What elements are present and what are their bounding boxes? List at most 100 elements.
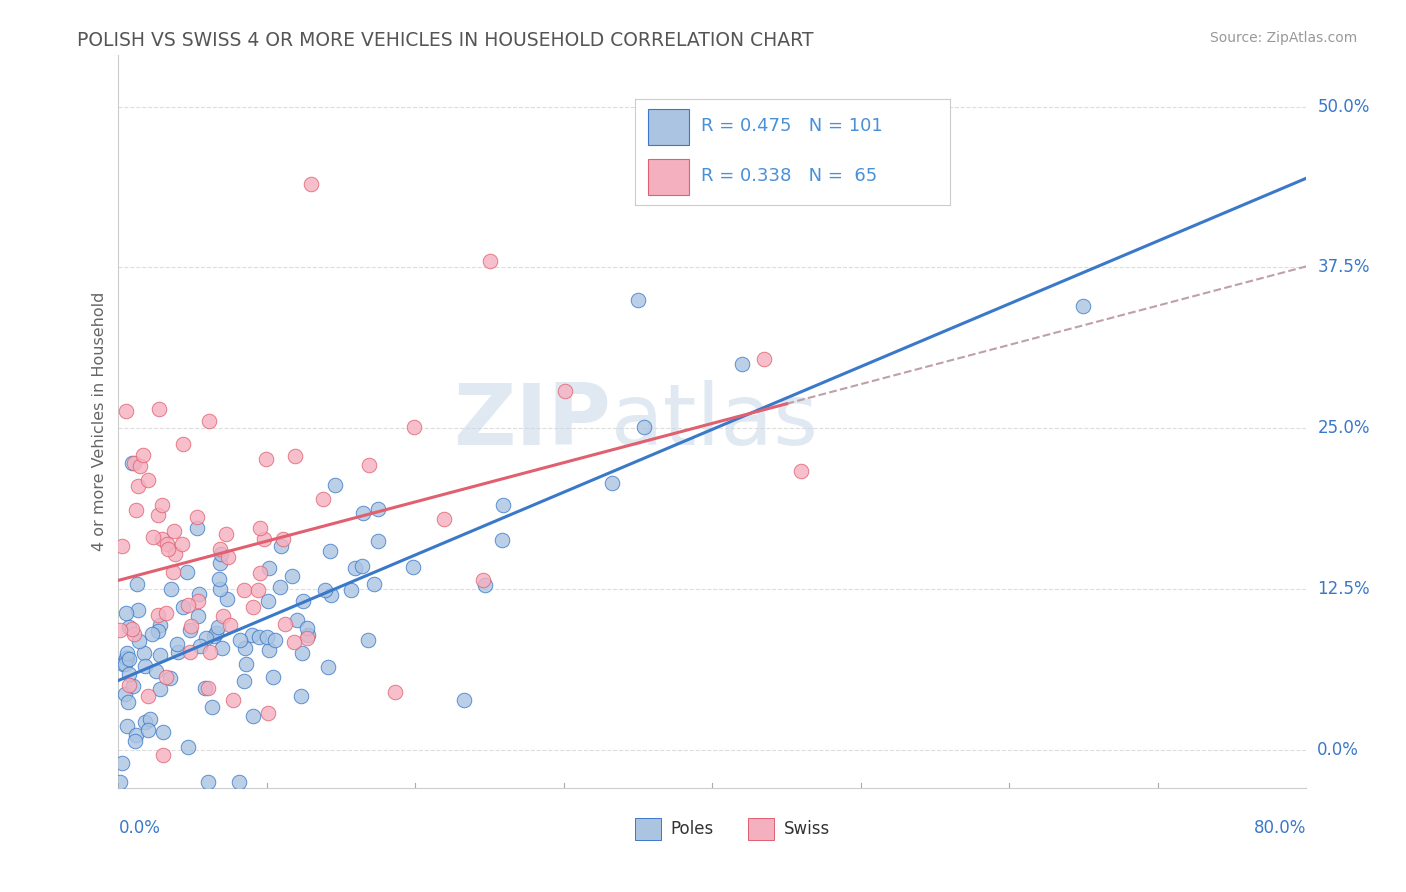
Point: [115, 606, 138, 620]
Point: [229, 633, 252, 648]
Point: [323, 478, 346, 492]
Point: [172, 599, 194, 614]
Text: 80.0%: 80.0%: [1254, 819, 1306, 837]
Point: [249, 521, 271, 535]
Point: [311, 491, 333, 506]
Point: [115, 651, 138, 665]
Point: [148, 402, 170, 417]
Point: [627, 293, 650, 307]
Text: 50.0%: 50.0%: [1317, 97, 1369, 116]
Point: [122, 679, 145, 693]
Point: [117, 695, 139, 709]
Text: 0.0%: 0.0%: [118, 819, 160, 837]
Point: [219, 618, 242, 632]
Point: [262, 670, 284, 684]
Point: [319, 544, 342, 558]
Point: [221, 693, 243, 707]
Point: [118, 678, 141, 692]
Point: [145, 664, 167, 678]
Text: ZIP: ZIP: [454, 380, 612, 463]
Point: [233, 582, 256, 597]
Bar: [748, 818, 775, 839]
Point: [124, 728, 146, 742]
Point: [314, 583, 336, 598]
Point: [491, 533, 513, 547]
Point: [156, 537, 179, 551]
Point: [150, 533, 173, 547]
Point: [211, 641, 233, 656]
Point: [269, 580, 291, 594]
Point: [281, 568, 304, 582]
Point: [114, 657, 136, 672]
Point: [127, 603, 149, 617]
Text: POLISH VS SWISS 4 OR MORE VEHICLES IN HOUSEHOLD CORRELATION CHART: POLISH VS SWISS 4 OR MORE VEHICLES IN HO…: [77, 31, 814, 50]
Text: 25.0%: 25.0%: [1317, 419, 1369, 437]
Point: [176, 565, 198, 579]
Point: [134, 714, 156, 729]
Point: [142, 530, 165, 544]
Point: [367, 534, 389, 549]
Point: [295, 621, 318, 635]
Text: Source: ZipAtlas.com: Source: ZipAtlas.com: [1209, 31, 1357, 45]
Point: [134, 659, 156, 673]
Point: [114, 650, 136, 665]
Point: [150, 498, 173, 512]
Point: [139, 712, 162, 726]
Point: [202, 629, 225, 643]
Point: [367, 501, 389, 516]
Point: [132, 448, 155, 462]
Point: [731, 357, 754, 371]
Point: [136, 473, 159, 487]
Point: [254, 451, 277, 466]
Point: [146, 508, 169, 522]
Point: [115, 719, 138, 733]
Point: [125, 577, 148, 591]
Point: [108, 623, 131, 637]
Point: [127, 479, 149, 493]
Point: [474, 578, 496, 592]
Point: [149, 648, 172, 663]
Point: [256, 593, 278, 607]
Point: [194, 632, 217, 646]
Point: [111, 756, 134, 771]
Point: [402, 559, 425, 574]
Point: [118, 667, 141, 681]
Point: [141, 627, 163, 641]
Point: [271, 533, 294, 547]
Point: [201, 700, 224, 714]
Point: [257, 643, 280, 657]
Point: [165, 548, 187, 562]
Point: [155, 669, 177, 683]
Point: [790, 464, 813, 478]
Point: [110, 775, 132, 789]
Point: [291, 646, 314, 660]
Point: [404, 420, 426, 434]
Point: [257, 706, 280, 720]
Point: [274, 617, 297, 632]
Point: [193, 681, 215, 695]
Point: [318, 660, 340, 674]
Point: [633, 420, 655, 434]
Text: 0.0%: 0.0%: [1317, 740, 1360, 759]
Point: [453, 692, 475, 706]
Point: [125, 503, 148, 517]
Point: [297, 628, 319, 642]
Point: [233, 640, 256, 655]
Point: [363, 577, 385, 591]
Point: [205, 626, 228, 640]
Point: [602, 476, 624, 491]
Point: [339, 582, 361, 597]
Point: [197, 775, 219, 789]
Point: [121, 456, 143, 470]
Point: [344, 561, 367, 575]
Point: [253, 532, 276, 546]
Point: [186, 510, 208, 524]
Point: [152, 748, 174, 763]
Point: [217, 549, 239, 564]
Bar: [636, 818, 661, 839]
Point: [115, 646, 138, 660]
Point: [228, 775, 250, 789]
Point: [235, 657, 257, 671]
Point: [179, 623, 201, 637]
Point: [197, 681, 219, 695]
